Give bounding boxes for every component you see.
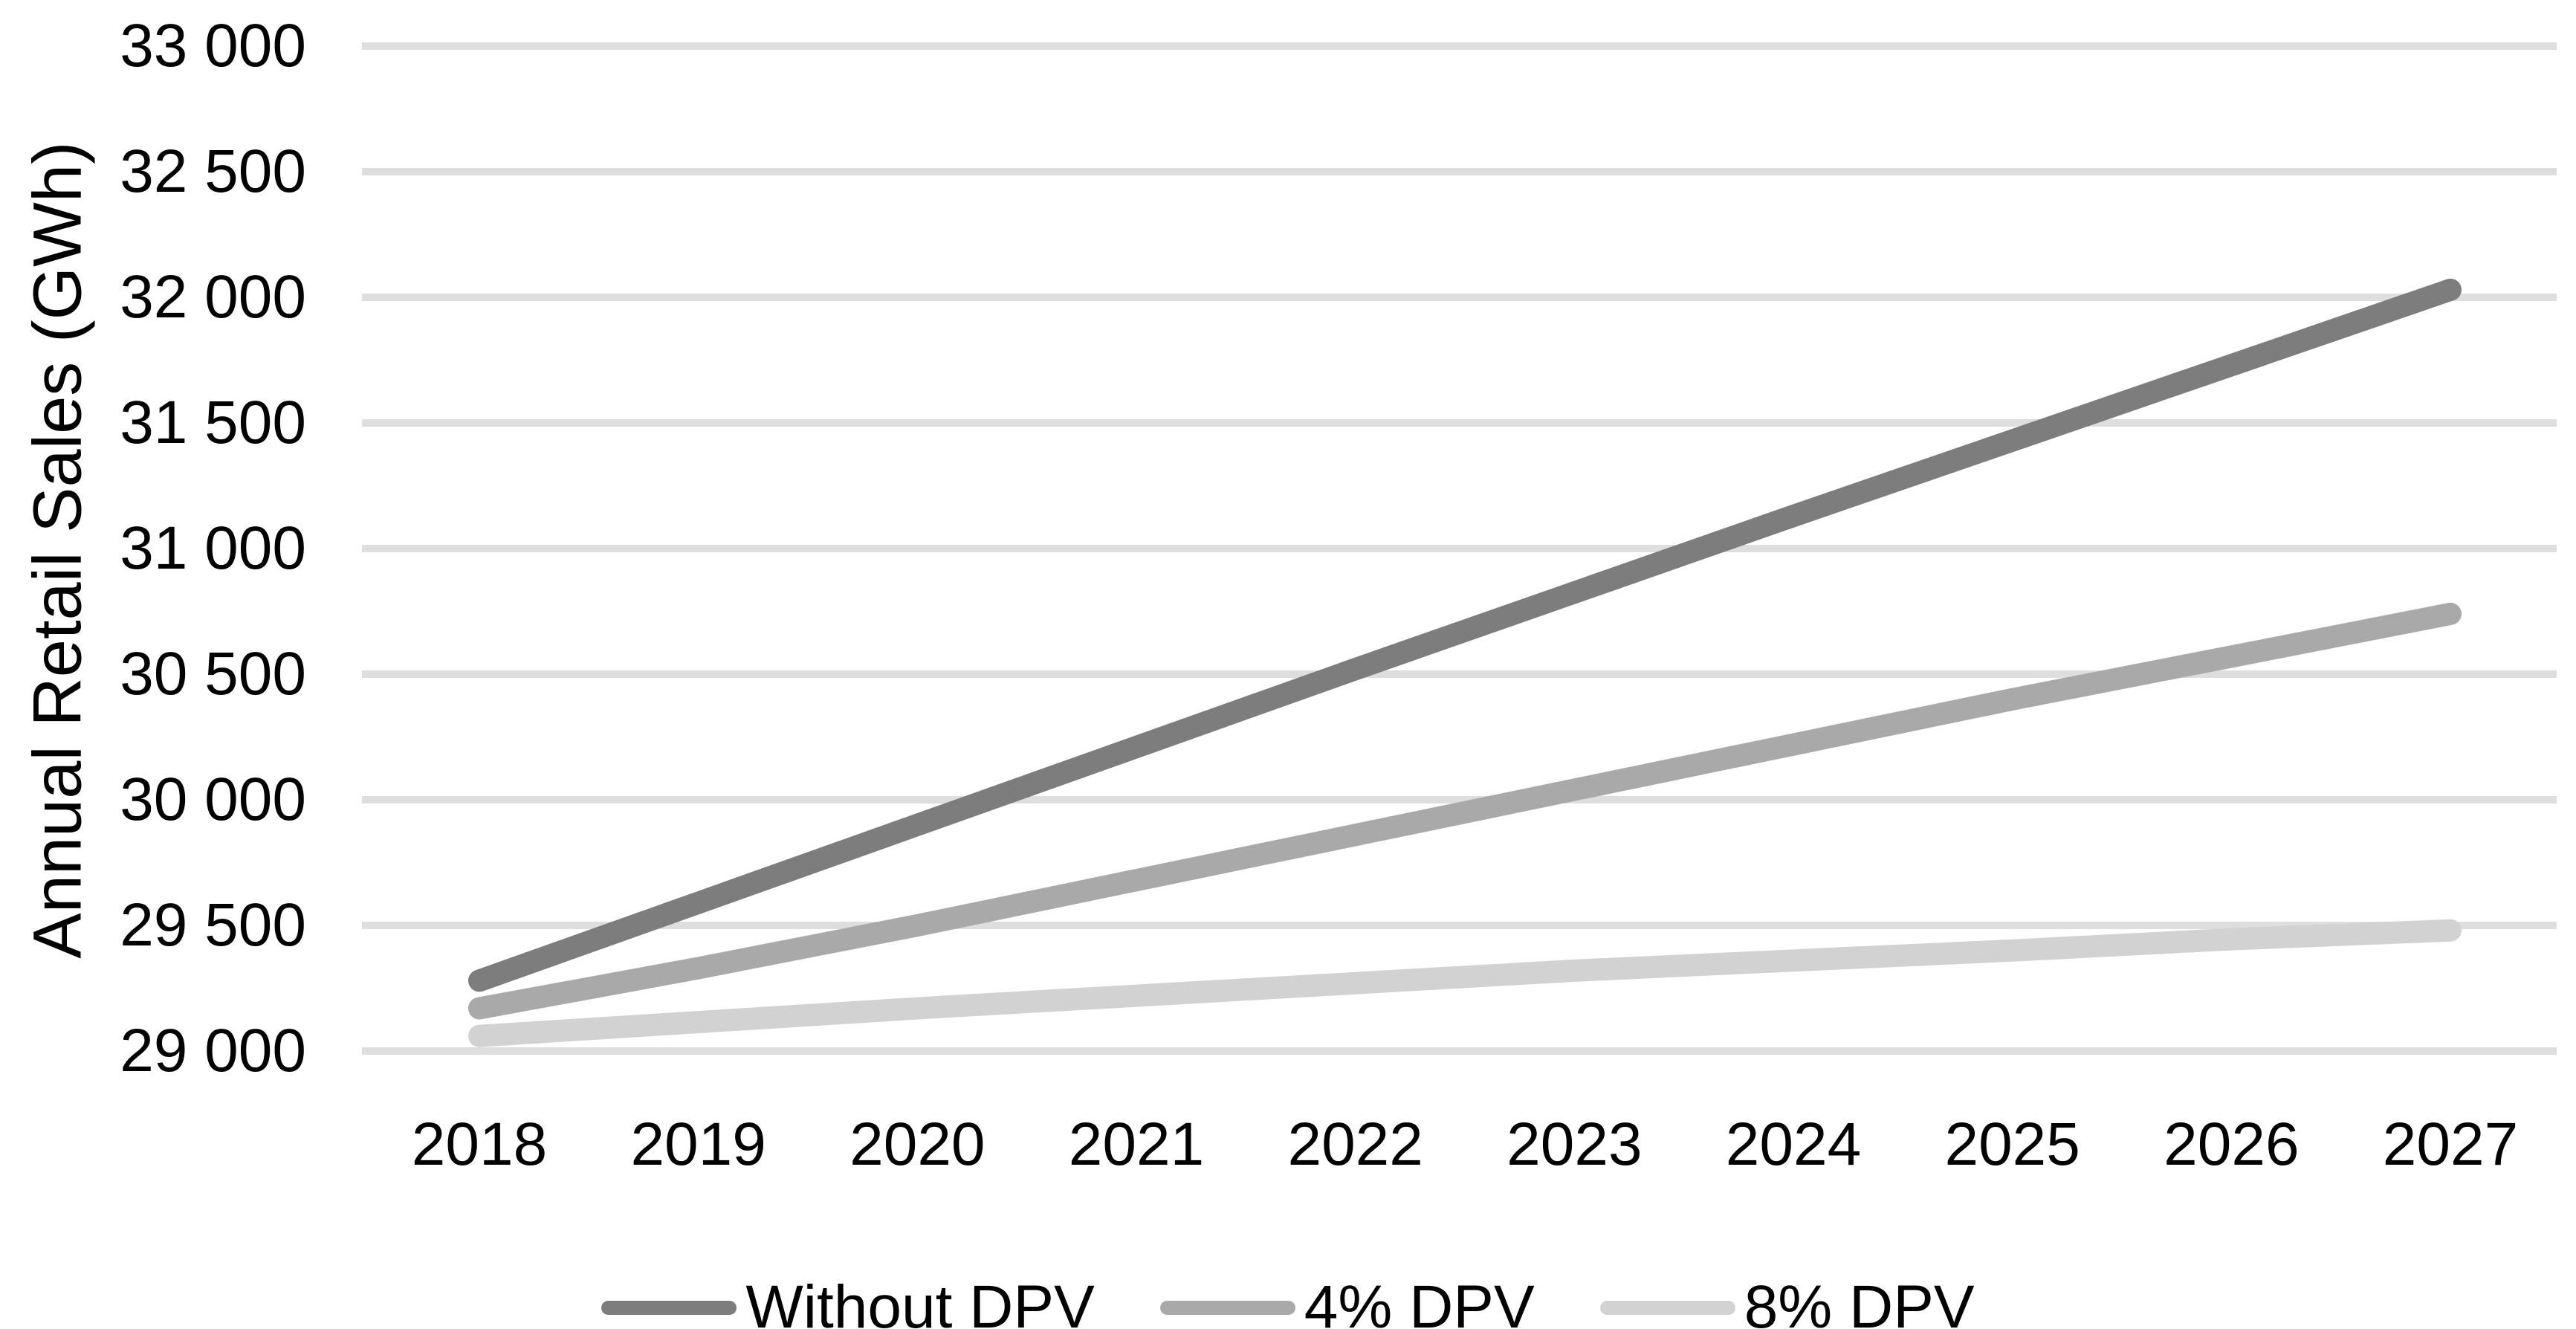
x-tick-label: 2022 xyxy=(1287,1110,1423,1178)
legend-item-8-dpv: 8% DPV xyxy=(1599,1273,1975,1329)
x-tick-label: 2021 xyxy=(1068,1110,1205,1178)
y-tick-label: 31 500 xyxy=(120,389,306,456)
legend-item-4-dpv: 4% DPV xyxy=(1159,1273,1535,1329)
legend-label: Without DPV xyxy=(745,1273,1095,1329)
y-tick-label: 29 000 xyxy=(120,1017,306,1084)
x-tick-label: 2023 xyxy=(1507,1110,1643,1178)
y-tick-label: 30 000 xyxy=(120,766,306,833)
legend-label: 4% DPV xyxy=(1304,1273,1535,1329)
y-tick-label: 31 000 xyxy=(120,514,306,582)
legend: Without DPV 4% DPV 8% DPV xyxy=(0,1277,2576,1329)
legend-item-without-dpv: Without DPV xyxy=(601,1273,1095,1329)
series-line-8-dpv xyxy=(468,919,2462,1047)
legend-swatch xyxy=(1599,1300,1735,1315)
y-tick-label: 33 000 xyxy=(120,12,306,80)
x-tick-label: 2019 xyxy=(630,1110,766,1178)
x-tick-label: 2026 xyxy=(2164,1110,2300,1178)
y-tick-label: 32 500 xyxy=(120,138,306,205)
x-tick-label: 2024 xyxy=(1725,1110,1862,1178)
legend-swatch xyxy=(1159,1300,1295,1315)
x-tick-label: 2027 xyxy=(2382,1110,2519,1178)
y-tick-label: 32 000 xyxy=(120,263,306,331)
series-line-without-dpv xyxy=(468,278,2462,992)
y-tick-label: 29 500 xyxy=(120,891,306,959)
x-tick-label: 2018 xyxy=(411,1110,548,1178)
series-line-4-dpv xyxy=(468,602,2462,1020)
y-tick-label: 30 500 xyxy=(120,640,306,708)
x-tick-label: 2020 xyxy=(850,1110,986,1178)
x-tick-label: 2025 xyxy=(1944,1110,2080,1178)
legend-swatch xyxy=(601,1300,737,1315)
legend-label: 8% DPV xyxy=(1744,1273,1975,1329)
